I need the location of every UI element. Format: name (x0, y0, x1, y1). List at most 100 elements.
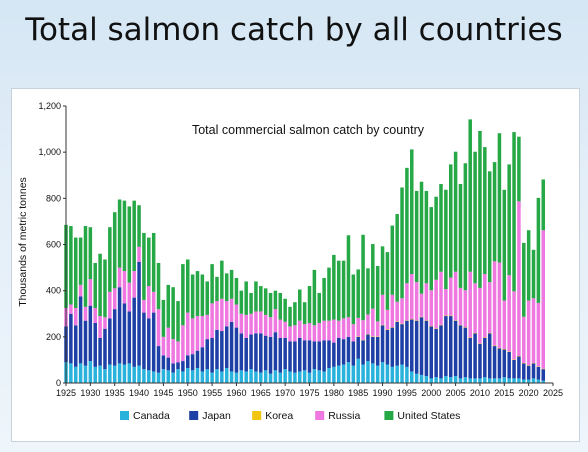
bar-united-states-2013 (492, 162, 497, 262)
bar-canada-2015 (502, 377, 507, 383)
bar-united-states-1939 (132, 200, 136, 272)
bar-canada-1974 (302, 370, 307, 383)
bar-russia-1968 (273, 309, 278, 333)
bar-russia-2009 (473, 283, 477, 333)
bar-united-states-1987 (366, 268, 370, 315)
bar-russia-1999 (424, 283, 429, 321)
bar-japan-1949 (181, 361, 185, 372)
bar-canada-1975 (307, 372, 312, 383)
axes-layer: 0 200 400 600 800 1,000 1,200 1925 1930 1935 1940 1… (38, 101, 563, 398)
bar-united-states-1943 (151, 232, 156, 292)
chart-title: Total commercial salmon catch by country (192, 123, 425, 137)
bar-japan-1953 (200, 347, 205, 372)
bar-canada-1948 (176, 369, 180, 383)
bar-united-states-1966 (263, 288, 268, 315)
bar-russia-1997 (414, 282, 419, 321)
bar-canada-1949 (181, 371, 185, 383)
bar-canada-2022 (536, 379, 541, 383)
bar-canada-1979 (327, 368, 331, 383)
bar-japan-1942 (147, 318, 151, 371)
bar-japan-1996 (410, 319, 414, 372)
bar-united-states-2017 (512, 132, 516, 292)
y-tick-label: 1,200 (38, 101, 61, 111)
bar-russia-1967 (268, 317, 273, 337)
bar-canada-1942 (147, 370, 151, 383)
bar-united-states-1935 (112, 212, 117, 289)
bar-canada-1991 (385, 364, 390, 383)
bar-japan-1971 (288, 341, 292, 372)
bar-japan-1946 (166, 357, 171, 371)
bar-canada-2010 (478, 378, 482, 383)
bar-canada-1999 (424, 376, 429, 383)
bar-canada-1989 (375, 365, 380, 383)
bar-russia-1964 (254, 311, 258, 334)
bar-canada-1970 (283, 369, 287, 383)
bar-canada-1983 (346, 362, 351, 383)
x-tick-label: 1985 (348, 388, 368, 398)
bar-canada-1946 (166, 370, 171, 383)
bar-united-states-1959 (229, 269, 234, 299)
bar-united-states-1960 (234, 277, 239, 305)
bar-canada-1926 (69, 363, 73, 383)
bar-japan-1945 (161, 355, 166, 370)
bar-russia-1937 (122, 271, 127, 304)
bar-japan-1968 (273, 332, 278, 371)
bar-russia-2022 (536, 302, 541, 367)
x-tick-label: 1980 (324, 388, 344, 398)
bar-united-states-1988 (371, 244, 375, 309)
x-tick-label: 1955 (202, 388, 222, 398)
bar-united-states-1934 (108, 227, 112, 292)
bar-canada-1940 (137, 365, 141, 383)
bar-russia-1962 (244, 314, 248, 338)
y-axis-label: Thousands of metric tonnes (17, 177, 29, 307)
bar-united-states-1928 (78, 237, 83, 285)
bar-russia-1961 (239, 313, 244, 334)
x-tick-label: 1925 (56, 388, 76, 398)
legend-label-korea: Korea (265, 410, 293, 422)
slide-title: Total salmon catch by all countries (25, 12, 563, 48)
bar-russia-1989 (375, 321, 380, 337)
bar-russia-1951 (190, 318, 195, 355)
bar-japan-2007 (463, 327, 468, 378)
bar-russia-1959 (229, 298, 234, 322)
bar-japan-1944 (156, 346, 161, 373)
bar-united-states-2004 (448, 164, 453, 278)
bar-russia-2021 (531, 298, 536, 363)
bar-united-states-1991 (385, 252, 390, 310)
bar-canada-1977 (317, 370, 321, 383)
bar-united-states-2010 (478, 130, 482, 288)
bar-russia-2003 (444, 289, 448, 316)
bar-russia-2016 (507, 275, 511, 352)
bar-united-states-2016 (507, 164, 511, 276)
bar-russia-1942 (147, 286, 151, 319)
bar-japan-2017 (512, 359, 516, 379)
bar-canada-1996 (410, 371, 414, 383)
bar-united-states-1985 (356, 269, 360, 318)
bar-russia-2020 (526, 300, 531, 366)
bar-japan-1966 (263, 335, 268, 371)
bar-canada-1976 (312, 369, 317, 383)
bar-japan-1952 (195, 350, 200, 368)
bar-canada-1971 (288, 371, 292, 383)
bar-united-states-2021 (531, 249, 536, 299)
bar-russia-1928 (78, 284, 83, 297)
bar-united-states-1975 (307, 286, 312, 323)
bar-canada-1947 (171, 372, 175, 383)
bar-russia-1939 (132, 271, 136, 298)
bar-russia-2004 (448, 277, 453, 316)
bar-russia-1946 (166, 327, 171, 358)
bar-united-states-1972 (293, 302, 297, 326)
bar-japan-1928 (78, 296, 83, 364)
bar-russia-1952 (195, 316, 200, 351)
bar-russia-1934 (108, 291, 112, 319)
bar-united-states-1950 (186, 259, 190, 313)
bar-russia-1974 (302, 324, 307, 341)
bar-canada-1938 (127, 363, 132, 383)
bar-russia-1984 (351, 324, 356, 342)
bar-canada-1927 (73, 366, 78, 383)
bar-canada-2023 (541, 380, 546, 383)
bar-united-states-1999 (424, 190, 429, 284)
bar-united-states-1958 (224, 273, 229, 302)
bar-russia-1940 (137, 246, 141, 262)
bar-united-states-2019 (522, 242, 526, 317)
